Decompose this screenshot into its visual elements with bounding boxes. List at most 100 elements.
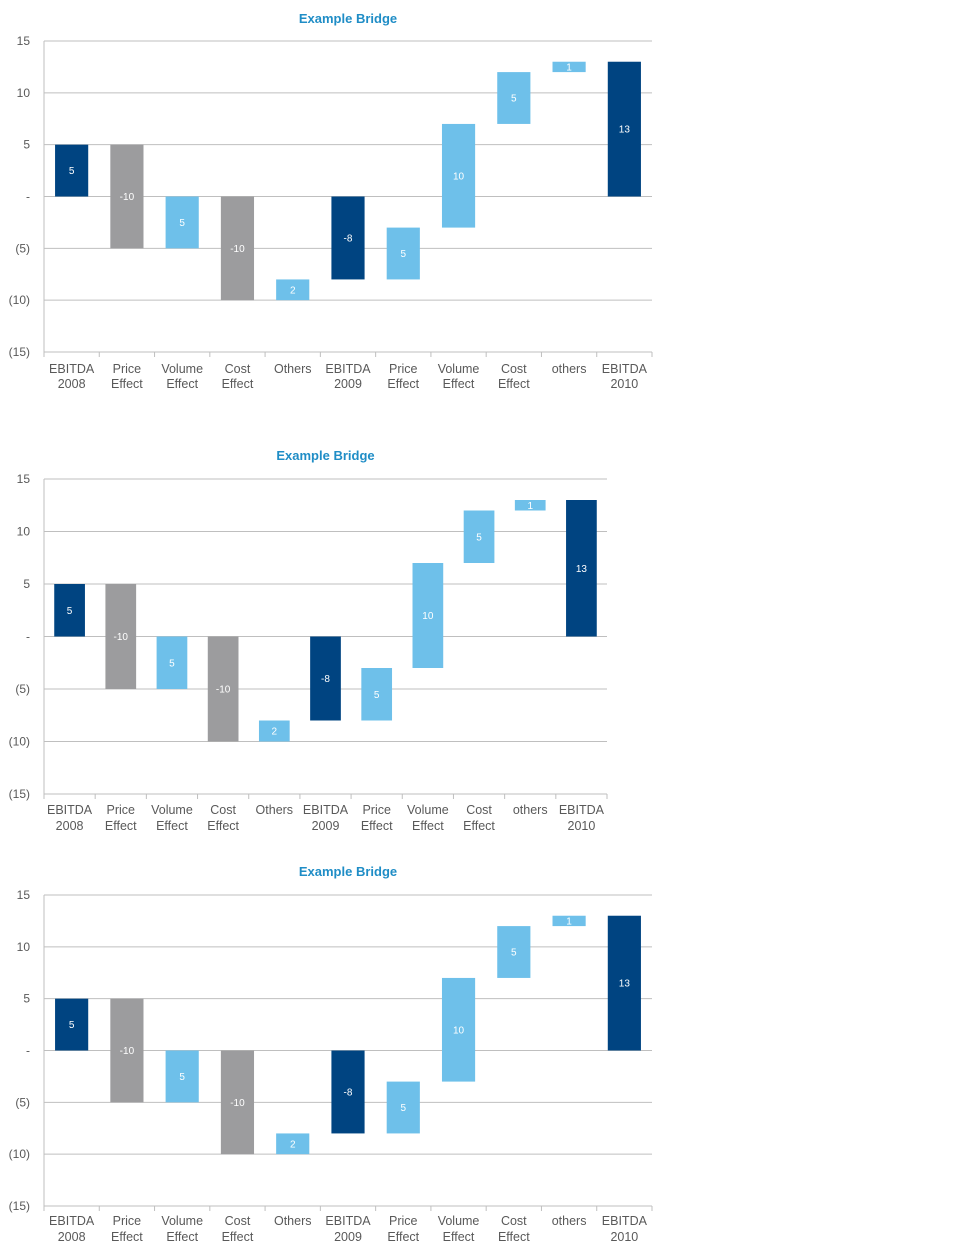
bar-positive xyxy=(497,72,531,124)
data-label: 1 xyxy=(566,916,572,927)
category-label: Cost Effect xyxy=(498,362,530,391)
bar-ebitda xyxy=(607,915,641,1051)
category-label: Price Effect xyxy=(361,803,393,833)
chart-title: Example Bridge xyxy=(276,448,374,463)
data-label: 10 xyxy=(453,1025,465,1036)
data-label: 13 xyxy=(619,125,631,136)
y-tick-label: (5) xyxy=(15,1095,30,1109)
y-tick-label: 10 xyxy=(17,940,31,954)
bar-positive xyxy=(165,196,199,249)
y-tick-label: (10) xyxy=(9,1147,30,1161)
data-label: 10 xyxy=(422,611,434,622)
category-label: EBITDA 2009 xyxy=(325,362,371,391)
data-label: 1 xyxy=(566,62,572,73)
bar-positive xyxy=(552,915,586,927)
category-label: Cost Effect xyxy=(463,803,495,833)
bar-positive xyxy=(412,563,444,668)
bar-negative xyxy=(105,584,137,689)
y-tick-label: (15) xyxy=(9,787,30,801)
bar-negative xyxy=(207,636,239,742)
bar-ebitda xyxy=(54,584,85,637)
category-label: EBITDA 2008 xyxy=(47,803,93,833)
category-label: EBITDA 2010 xyxy=(602,362,648,391)
bar-positive xyxy=(276,1133,310,1155)
chart-title: Example Bridge xyxy=(299,11,397,26)
bar-ebitda xyxy=(607,61,641,197)
y-tick-label: - xyxy=(26,190,30,204)
y-tick-label: 15 xyxy=(17,472,31,486)
bar-ebitda xyxy=(310,636,341,721)
bar-positive xyxy=(386,1081,420,1134)
bar-positive xyxy=(441,977,476,1082)
data-label: 1 xyxy=(527,501,533,512)
bar-positive xyxy=(441,123,476,228)
data-label: -10 xyxy=(230,1098,245,1109)
bar-positive xyxy=(386,227,420,280)
data-label: 5 xyxy=(179,1072,185,1083)
bar-positive xyxy=(156,636,188,689)
data-label: 10 xyxy=(453,171,465,182)
bar-positive xyxy=(165,1050,199,1103)
data-label: -10 xyxy=(216,685,231,696)
y-tick-label: 5 xyxy=(23,577,30,591)
data-label: 5 xyxy=(67,606,73,617)
data-label: 13 xyxy=(619,979,631,990)
data-label: 2 xyxy=(272,727,278,738)
category-label: EBITDA 2008 xyxy=(49,362,95,391)
y-tick-label: (15) xyxy=(9,345,30,359)
y-tick-label: 15 xyxy=(17,34,31,48)
waterfall-chart: Example Bridge15105-(5)(10)(15)5-105-102… xyxy=(9,11,653,391)
data-label: -8 xyxy=(344,233,353,244)
category-label: Volume Effect xyxy=(151,803,193,833)
bar-positive xyxy=(552,61,586,73)
category-label: Volume Effect xyxy=(161,1214,203,1244)
category-label: Cost Effect xyxy=(222,362,254,391)
bar-ebitda xyxy=(55,998,89,1051)
category-label: Volume Effect xyxy=(438,362,480,391)
bar-negative xyxy=(110,998,144,1103)
category-label: Price Effect xyxy=(111,362,143,391)
data-label: 2 xyxy=(290,285,296,296)
data-label: 5 xyxy=(374,690,380,701)
data-label: 5 xyxy=(169,658,175,669)
category-label: others xyxy=(513,803,548,817)
category-label: Others xyxy=(274,362,312,376)
category-label: Others xyxy=(256,803,294,817)
y-tick-label: (10) xyxy=(9,735,30,749)
category-label: Volume Effect xyxy=(161,362,203,391)
waterfall-chart: Example Bridge15105-(5)(10)(15)5-105-102… xyxy=(9,864,653,1244)
category-label: Price Effect xyxy=(387,362,419,391)
bar-positive xyxy=(276,279,310,301)
bar-ebitda xyxy=(55,144,89,197)
data-label: 5 xyxy=(69,166,75,177)
y-tick-label: - xyxy=(26,630,30,644)
waterfall-chart: Example Bridge15105-(5)(10)(15)5-105-102… xyxy=(9,448,608,833)
bar-ebitda xyxy=(331,196,365,280)
bar-ebitda xyxy=(566,500,597,637)
y-tick-label: (10) xyxy=(9,293,30,307)
category-label: Volume Effect xyxy=(407,803,449,833)
bar-negative xyxy=(220,1050,255,1155)
data-label: -10 xyxy=(230,244,245,255)
category-label: Cost Effect xyxy=(207,803,239,833)
data-label: 13 xyxy=(576,564,588,575)
category-label: Price Effect xyxy=(111,1214,143,1244)
category-label: EBITDA 2010 xyxy=(602,1214,648,1244)
y-tick-label: - xyxy=(26,1044,30,1058)
data-label: 5 xyxy=(179,218,185,229)
bar-negative xyxy=(220,196,255,301)
data-label: 5 xyxy=(69,1020,75,1031)
data-label: 5 xyxy=(476,532,482,543)
y-tick-label: (5) xyxy=(15,682,30,696)
data-label: -10 xyxy=(120,1046,135,1057)
category-label: Volume Effect xyxy=(438,1214,480,1244)
category-label: others xyxy=(552,362,587,376)
category-label: others xyxy=(552,1214,587,1228)
bar-positive xyxy=(258,720,290,742)
category-label: Price Effect xyxy=(387,1214,419,1244)
y-tick-label: (15) xyxy=(9,1199,30,1213)
data-label: -10 xyxy=(120,192,135,203)
data-label: -8 xyxy=(344,1087,353,1098)
data-label: -8 xyxy=(321,674,330,685)
bar-positive xyxy=(514,500,546,511)
